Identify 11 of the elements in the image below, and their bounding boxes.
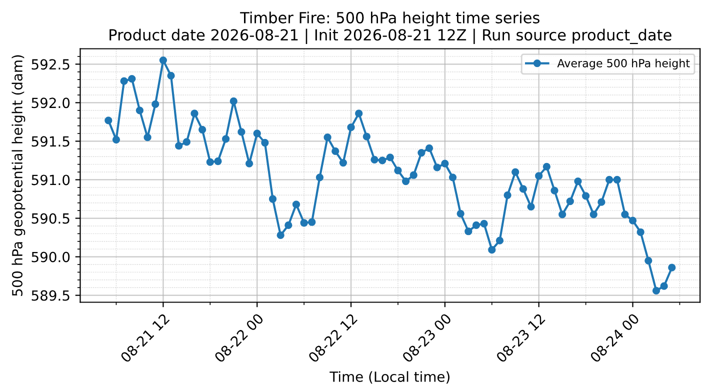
chart-title: Timber Fire: 500 hPa height time series Product date 2026-08-21 | Init 2026-08-21 12Z | Run source product_date (110, 12, 672, 44)
x-axis-title: Time (Local time) (330, 371, 450, 384)
y-axis-title: 500 hPa geopotential height (dam) (12, 55, 26, 296)
y-tick-label: 592.0 (32, 98, 70, 108)
legend-label: Average 500 hPa height (557, 58, 690, 70)
y-tick-label: 591.0 (32, 174, 70, 186)
y-tick-label: 590.5 (32, 213, 70, 224)
y-tick-label: 591.5 (32, 136, 70, 147)
y-tick-label: 592.5 (32, 59, 70, 70)
y-tick-label: 590.0 (32, 252, 70, 262)
y-tick-label: 589.5 (32, 290, 70, 301)
